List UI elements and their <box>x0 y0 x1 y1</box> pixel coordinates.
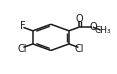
Text: Cl: Cl <box>18 44 27 54</box>
Text: Cl: Cl <box>75 44 84 54</box>
Text: O: O <box>89 22 97 32</box>
Text: O: O <box>75 14 83 24</box>
Text: F: F <box>20 21 26 31</box>
Text: CH₃: CH₃ <box>95 26 111 35</box>
